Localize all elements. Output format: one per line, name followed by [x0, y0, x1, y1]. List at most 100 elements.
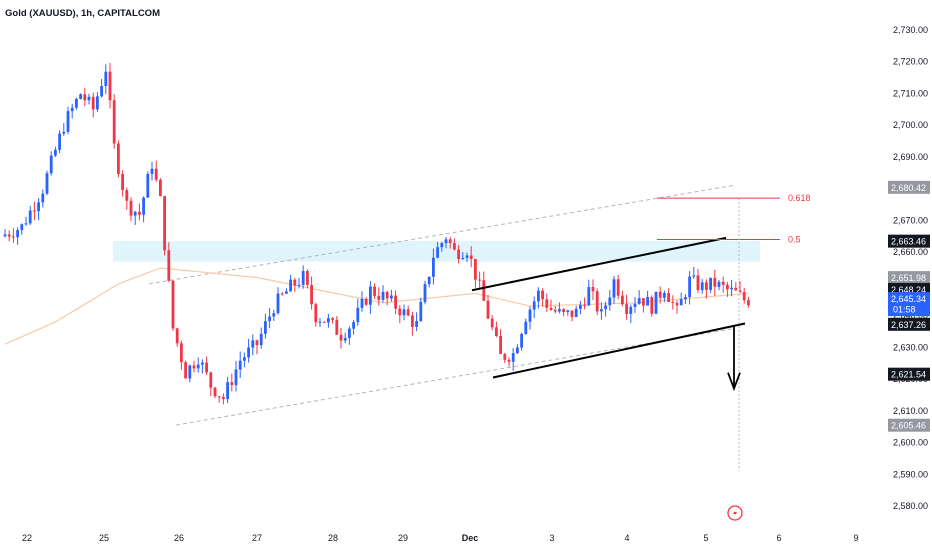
candle-body: [532, 301, 536, 310]
candle-body: [675, 302, 679, 306]
candle-body: [184, 362, 187, 379]
candle-body: [482, 280, 486, 301]
candle-body: [524, 321, 528, 334]
candle-body: [37, 202, 40, 212]
candle-body: [196, 364, 200, 369]
candle-body: [33, 210, 36, 212]
candle-body: [356, 307, 360, 323]
candle-body: [394, 295, 397, 309]
candle-body: [469, 255, 473, 259]
candle-body: [133, 211, 137, 216]
candle-body: [259, 333, 263, 346]
price-badge-label: 2,621.54: [891, 370, 926, 380]
candle-body: [352, 322, 355, 329]
candle-body: [553, 309, 557, 312]
candle-body: [436, 247, 439, 258]
candle-body: [314, 304, 318, 323]
candle-body: [289, 279, 292, 292]
x-tick-label: 26: [174, 533, 184, 543]
candle-body: [398, 308, 402, 316]
x-tick-label: 3: [549, 533, 554, 543]
candle-body: [167, 250, 171, 281]
candle-body: [591, 287, 595, 292]
candle-body: [7, 234, 11, 237]
candle-body: [709, 277, 712, 290]
candle-body: [343, 337, 347, 341]
candle-body: [129, 200, 133, 216]
candle-body: [726, 284, 729, 290]
candle-body: [369, 286, 372, 305]
candle-body: [247, 347, 250, 358]
candle-body: [62, 131, 66, 134]
candle-body: [276, 293, 280, 314]
candle-body: [188, 365, 192, 379]
moving-average-line: [4, 267, 749, 345]
candle-body: [70, 107, 74, 112]
x-tick-label: 5: [703, 533, 708, 543]
candle-body: [373, 286, 376, 296]
candle-body: [696, 275, 700, 291]
candle-body: [209, 372, 213, 388]
candle-body: [100, 86, 103, 97]
candle-body: [650, 297, 654, 314]
candle-body: [427, 276, 431, 285]
candle-body: [448, 239, 452, 244]
candle-body: [423, 284, 427, 302]
x-tick-label: 25: [99, 533, 109, 543]
candle-body: [230, 382, 234, 386]
candle-body: [104, 71, 108, 87]
candle-body: [348, 328, 351, 338]
y-tick-label: 2,690.00: [893, 152, 928, 162]
candle-body: [377, 295, 381, 300]
candle-body: [310, 284, 313, 305]
candle-body: [12, 236, 15, 238]
candle-body: [180, 343, 183, 363]
candle-body: [625, 304, 628, 314]
candle-body: [49, 155, 53, 174]
price-badge: [888, 234, 930, 248]
candle-body: [520, 333, 523, 348]
candle-body: [390, 295, 393, 299]
candle-body: [293, 279, 297, 286]
candle-body: [205, 362, 208, 373]
candle-body: [112, 100, 116, 144]
candle-body: [457, 249, 460, 260]
candle-body: [96, 96, 99, 110]
candle-body: [91, 96, 95, 110]
candle-body: [268, 316, 271, 322]
candle-body: [28, 210, 32, 224]
candle-body: [385, 291, 389, 299]
candle-body: [713, 277, 717, 287]
candle-body: [654, 291, 658, 314]
candle-body: [663, 293, 666, 298]
price-badge-label: 2,651.98: [891, 273, 926, 283]
candle-body: [66, 111, 70, 132]
candle-body: [335, 319, 339, 335]
y-tick-label: 2,700.00: [893, 120, 928, 130]
candle-body: [499, 335, 502, 354]
lightning-icon-bolt: [733, 509, 737, 517]
candle-body: [705, 282, 708, 290]
candle-body: [280, 293, 284, 295]
price-badge: [888, 180, 930, 194]
candle-body: [255, 340, 259, 346]
price-badge-label: 2,637.26: [891, 320, 926, 330]
y-tick-label: 2,720.00: [893, 57, 928, 67]
candle-body: [24, 223, 28, 225]
candle-body: [545, 299, 549, 308]
candle-body: [213, 387, 217, 397]
price-badge-label: 2,605.46: [891, 421, 926, 431]
candle-body: [747, 300, 750, 306]
candle-body: [419, 301, 423, 322]
candle-body: [621, 295, 624, 305]
candle-body: [658, 291, 662, 298]
candle-body: [364, 299, 368, 305]
candle-body: [41, 193, 45, 203]
candle-body: [318, 321, 322, 323]
candle-body: [117, 143, 120, 175]
y-tick-label: 2,590.00: [893, 469, 928, 479]
price-badge-label: 2,680.42: [891, 183, 926, 193]
candle-body: [171, 280, 175, 329]
price-badge-label: 2,648.24: [891, 285, 926, 295]
